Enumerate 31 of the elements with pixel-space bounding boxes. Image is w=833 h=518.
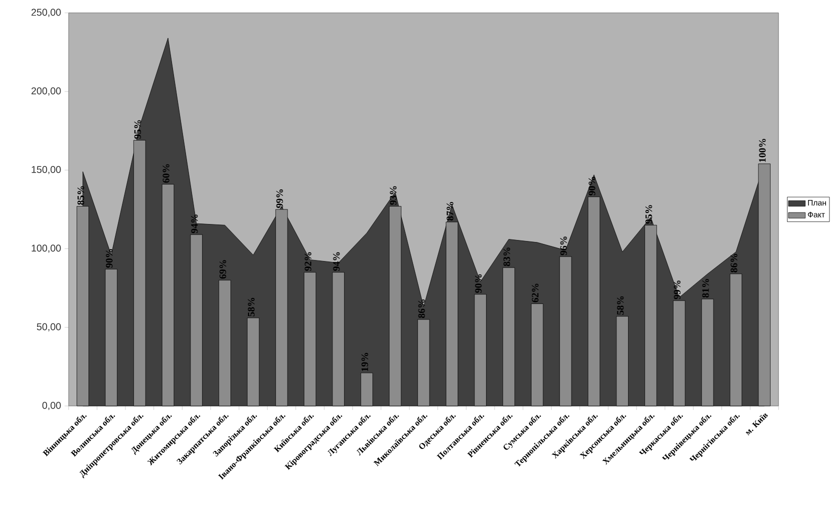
annotation: 90% (475, 274, 482, 293)
y-tick-label: 0,00 (42, 402, 61, 410)
annotation: 69% (219, 260, 226, 279)
annotation: 86% (730, 254, 738, 272)
annotation: 93% (390, 186, 397, 205)
annotation: 100% (759, 138, 766, 162)
annotation: 90% (588, 176, 596, 196)
y-tick-label: 50,00 (36, 323, 61, 332)
annotation: 95% (645, 205, 652, 224)
annotation: 99% (276, 189, 283, 208)
annotation: 86% (418, 300, 425, 318)
annotation: 95% (134, 120, 141, 139)
annotation: 58% (617, 296, 624, 315)
annotation: 83% (503, 248, 510, 266)
annotation: 94% (333, 252, 340, 271)
annotation: 99% (674, 280, 681, 300)
annotation: 81% (702, 279, 709, 298)
annotation: 85% (78, 186, 84, 205)
annotation: 90% (106, 249, 113, 268)
annotation: 96% (560, 236, 567, 256)
y-tick-label: 150,00 (32, 166, 61, 174)
y-tick-label: 100,00 (32, 244, 61, 253)
annotation: 92% (304, 252, 312, 271)
annotation: 87% (446, 202, 454, 221)
annotation: 19% (361, 353, 368, 372)
annotation: 62% (532, 284, 539, 302)
annotation: 94% (191, 214, 198, 234)
y-tick-label: 200,00 (32, 87, 61, 96)
annotation: 60% (162, 164, 170, 183)
y-tick-label: 250,00 (32, 8, 61, 18)
annotation: 58% (248, 298, 255, 316)
